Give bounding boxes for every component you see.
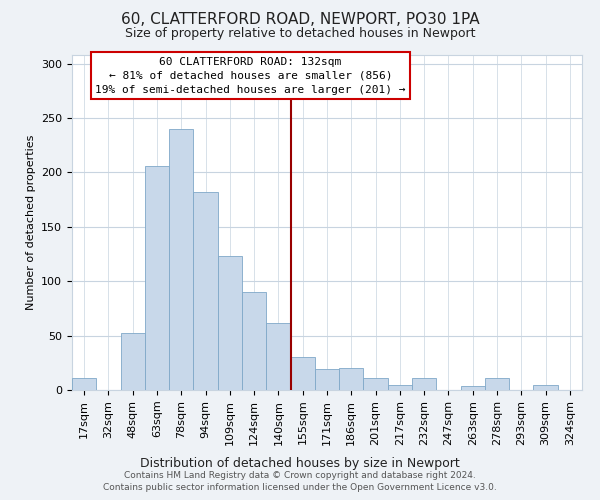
Bar (121, 334, 145, 390)
Bar (218, 256, 242, 390)
Y-axis label: Number of detached properties: Number of detached properties (26, 135, 35, 310)
Bar (169, 129, 193, 390)
Text: Size of property relative to detached houses in Newport: Size of property relative to detached ho… (125, 28, 475, 40)
Text: Distribution of detached houses by size in Newport: Distribution of detached houses by size … (140, 458, 460, 470)
Bar (485, 378, 509, 390)
Bar (315, 370, 339, 390)
Bar (461, 386, 485, 390)
Bar (266, 322, 290, 390)
Text: 60 CLATTERFORD ROAD: 132sqm
← 81% of detached houses are smaller (856)
19% of se: 60 CLATTERFORD ROAD: 132sqm ← 81% of det… (95, 56, 406, 94)
Bar (193, 192, 218, 390)
Bar (388, 384, 412, 390)
Bar (533, 384, 558, 390)
Text: Contains HM Land Registry data © Crown copyright and database right 2024.
Contai: Contains HM Land Registry data © Crown c… (103, 471, 497, 492)
Text: 60, CLATTERFORD ROAD, NEWPORT, PO30 1PA: 60, CLATTERFORD ROAD, NEWPORT, PO30 1PA (121, 12, 479, 28)
Bar (145, 166, 169, 390)
Bar (290, 358, 315, 390)
Bar (72, 378, 96, 390)
Bar (412, 378, 436, 390)
Bar (364, 378, 388, 390)
Bar (242, 292, 266, 390)
Bar (339, 368, 364, 390)
